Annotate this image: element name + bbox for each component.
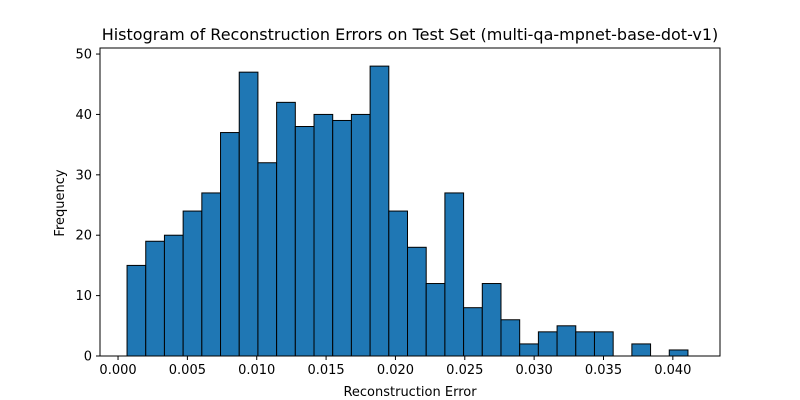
y-tick-label: 0 [84,350,92,365]
histogram-bar [257,162,278,357]
x-tick-label: 0.040 [654,363,691,378]
x-tick-label: 0.000 [99,363,136,378]
x-tick-label: 0.025 [446,363,483,378]
histogram-bar [407,246,427,357]
y-axis-label: Frequency [53,169,68,236]
histogram-bar [201,192,222,357]
axes-group: 0.000 0.005 0.010 0.015 0.020 0.025 0.030 0.035… [75,47,721,378]
y-tick-label: 40 [75,108,92,123]
y-tick-label: 30 [75,168,92,183]
histogram-bar [276,101,296,357]
histogram-bar [593,331,614,357]
histogram-bar [238,71,259,357]
x-tick-label: 0.030 [516,363,553,378]
histogram-bar [463,307,483,357]
y-tick-label: 20 [75,229,92,244]
histogram-bar [350,113,371,357]
histogram-bar [631,343,652,357]
histogram-bar [668,349,689,357]
histogram-bar [332,119,352,357]
histogram-bar [163,234,184,357]
bars-group [126,65,689,357]
x-tick-label: 0.035 [585,363,622,378]
chart-title: Histogram of Reconstruction Errors on Te… [102,25,719,44]
y-tick-label: 10 [75,289,92,304]
histogram-bar [388,210,409,357]
x-tick-label: 0.015 [307,363,344,378]
x-tick-label: 0.020 [377,363,414,378]
histogram-bar [519,343,539,357]
histogram-bar [444,192,465,357]
x-tick-label: 0.010 [238,363,275,378]
histogram-bar [556,325,577,357]
histogram-bar [500,319,521,357]
histogram-bar [425,283,446,357]
histogram-bar [182,210,203,357]
histogram-bar [220,132,240,357]
histogram-bar [481,283,502,357]
x-tick-label: 0.005 [169,363,206,378]
histogram-bar [126,264,147,357]
histogram-bar [145,240,165,357]
y-tick-label: 50 [75,48,92,63]
plot-frame [99,47,721,357]
histogram-bar [575,331,595,357]
histogram-bar [537,331,558,357]
histogram-bar [313,113,334,357]
histogram-bar [294,126,315,357]
x-axis-label: Reconstruction Error [343,385,477,400]
histogram-bar [369,65,390,357]
